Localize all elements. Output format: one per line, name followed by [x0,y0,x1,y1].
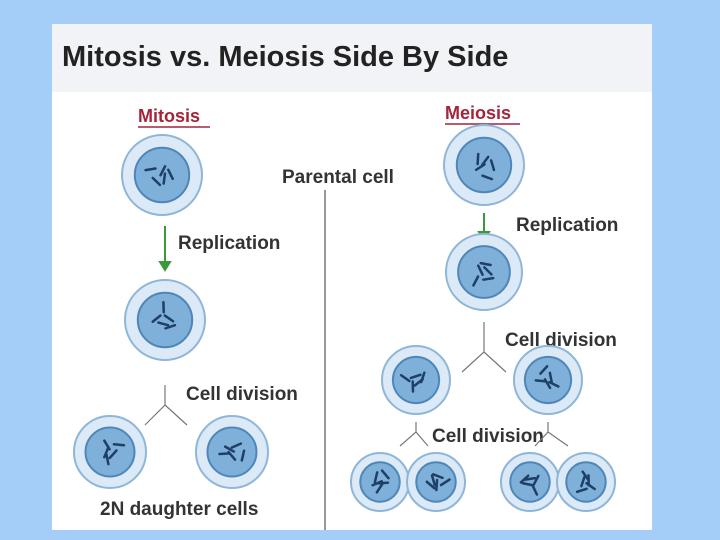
nucleus [565,461,607,503]
chromosome [472,275,480,287]
step-label: Cell division [432,426,544,447]
cell [121,134,203,216]
chromosome [425,480,436,490]
chromosome [151,314,162,324]
chromosome [521,482,535,487]
nucleus [391,355,441,405]
cell [513,345,583,415]
chromosome [435,478,439,492]
nucleus [509,461,551,503]
nucleus [136,291,194,349]
chromosome [162,172,167,185]
cell [406,452,466,512]
chromosome [474,163,486,172]
cell [350,452,410,512]
chromosome [534,379,548,383]
chromosome [375,482,384,494]
nucleus [523,355,573,405]
step-label: Replication [178,233,280,254]
nucleus [84,426,136,478]
chromosome [479,261,492,267]
branch [461,322,507,373]
step-label: Cell division [186,384,298,405]
chromosome [476,152,480,166]
branch [534,422,569,447]
cell [73,415,147,489]
cell [443,124,525,206]
chromosome [144,167,157,172]
chromosome [575,487,588,494]
arrow-head [158,261,172,272]
chromosome [409,373,422,380]
chromosome [230,442,243,449]
chromosome [480,155,490,167]
cell [381,345,451,415]
branches [144,322,569,447]
cell [195,415,269,489]
chromosome [105,453,110,466]
chromosome [151,176,162,187]
title-bar [52,24,652,92]
step-label: Replication [516,215,618,236]
chromosome [159,165,167,177]
parental-label: Parental cell [282,167,394,188]
chromosome [167,168,174,181]
chromosome [531,484,539,496]
chromosome [481,174,494,181]
chromosome [157,321,170,327]
result-label: 2N daughter cells [100,499,258,520]
chromosome [218,452,231,456]
chromosome [548,371,554,384]
chromosome [519,474,530,484]
chromosome [103,446,110,459]
chromosome [482,276,495,281]
cell [124,279,206,361]
chromosome [489,159,496,172]
cell [500,452,560,512]
chromosome [532,474,540,487]
chromosome [419,371,426,384]
chromosome [523,476,537,481]
chromosome [476,264,484,276]
chromosome [223,445,236,453]
cell [556,452,616,512]
chromosome [585,481,596,491]
cell [445,233,523,311]
chromosome [539,365,549,375]
chromosome [380,469,390,480]
panel [52,24,652,530]
mitosis-heading: Mitosis [138,106,200,126]
chromosome [103,439,111,451]
chromosome [581,470,590,482]
chromosome [483,266,493,276]
chromosome [164,323,177,330]
chromosome [431,473,444,480]
meiosis-heading: Meiosis [445,103,511,123]
nucleus [457,245,511,299]
chromosome [399,373,411,383]
branch [399,422,429,447]
chromosome [163,314,175,323]
branch [144,385,188,426]
chromosome [373,471,379,484]
chromosome [108,449,118,460]
chromosome [430,474,437,487]
chromosome [240,449,246,462]
chromosome [439,478,451,487]
chromosome [580,475,586,488]
chromosome [112,443,126,447]
title: Mitosis vs. Meiosis Side By Side [62,41,508,73]
chromosome [548,380,560,388]
nucleus [206,426,258,478]
step-label: Cell division [505,330,617,351]
